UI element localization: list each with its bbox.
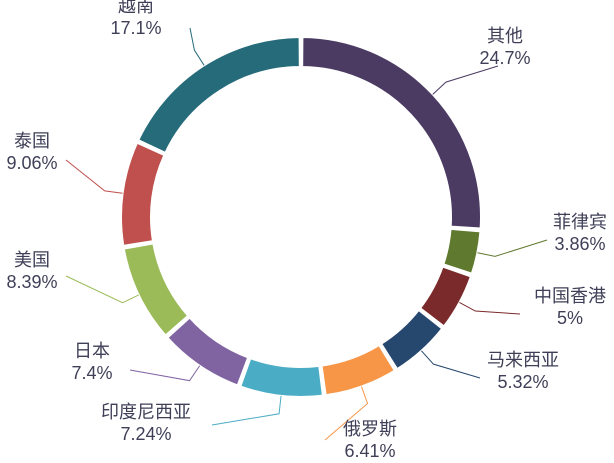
- leader-line-7: [129, 365, 201, 382]
- data-label-value-5: 6.41%: [344, 441, 395, 461]
- slice-5: [320, 343, 397, 397]
- slice-2: [442, 227, 482, 276]
- leader-line-10: [189, 27, 205, 66]
- slice-10: [136, 35, 301, 155]
- data-label-name-3: 中国香港: [534, 286, 606, 306]
- data-label-6: 印度尼西亚 7.24%: [101, 402, 191, 444]
- data-label-5: 俄罗斯 6.41%: [343, 419, 397, 461]
- data-label-9: 泰国 9.06%: [6, 131, 57, 173]
- data-label-10: 越南 17.1%: [110, 0, 161, 38]
- data-label-name-8: 美国: [14, 250, 50, 270]
- data-label-value-4: 5.32%: [497, 372, 548, 392]
- data-label-name-7: 日本: [74, 341, 110, 361]
- data-label-name-9: 泰国: [14, 131, 50, 151]
- data-label-value-7: 7.4%: [71, 363, 112, 383]
- data-label-name-6: 印度尼西亚: [101, 402, 191, 422]
- data-label-name-2: 菲律宾: [553, 212, 607, 232]
- data-label-value-8: 8.39%: [6, 272, 57, 292]
- slice-4: [379, 308, 444, 371]
- data-label-7: 日本 7.4%: [71, 341, 112, 383]
- leader-line-8: [65, 275, 139, 304]
- leader-line-4: [421, 350, 481, 379]
- data-label-value-2: 3.86%: [554, 234, 605, 254]
- slice-9: [120, 141, 166, 248]
- data-label-value-1: 24.7%: [479, 48, 530, 68]
- data-label-name-1: 其他: [487, 26, 523, 46]
- data-label-name-5: 俄罗斯: [343, 419, 397, 439]
- data-label-3: 中国香港 5%: [534, 286, 606, 328]
- data-label-value-3: 5%: [557, 308, 583, 328]
- data-label-name-10: 越南: [118, 0, 154, 16]
- leader-line-5: [324, 386, 369, 441]
- data-label-1: 其他 24.7%: [479, 26, 530, 68]
- slice-8: [122, 242, 190, 337]
- slice-1: [301, 35, 482, 230]
- slice-6: [239, 356, 324, 398]
- leader-line-6: [211, 395, 282, 426]
- leader-line-1: [432, 65, 499, 95]
- leader-line-9: [65, 159, 123, 194]
- data-label-2: 菲律宾 3.86%: [553, 212, 607, 254]
- data-label-value-10: 17.1%: [110, 18, 161, 38]
- data-label-8: 美国 8.39%: [6, 250, 57, 292]
- slice-3: [418, 265, 473, 328]
- slice-7: [166, 316, 250, 387]
- data-label-value-9: 9.06%: [6, 153, 57, 173]
- data-label-name-4: 马来西亚: [487, 350, 559, 370]
- leader-line-3: [459, 302, 521, 315]
- leader-line-2: [477, 239, 548, 257]
- data-label-4: 马来西亚 5.32%: [487, 350, 559, 392]
- data-label-value-6: 7.24%: [120, 424, 171, 444]
